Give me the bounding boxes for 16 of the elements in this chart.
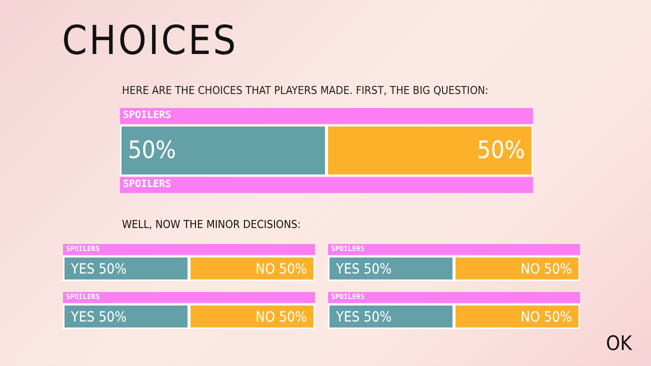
data-label: YES 50% bbox=[335, 261, 392, 278]
data-label: NO 50% bbox=[520, 309, 572, 326]
chart-title: CHOICES bbox=[62, 18, 238, 64]
data-label: NO 50% bbox=[256, 261, 308, 278]
data-label: 50% bbox=[477, 136, 525, 164]
data-label: NO 50% bbox=[256, 309, 308, 326]
text: OK bbox=[606, 330, 634, 356]
chart-subtitle: HERE ARE THE CHOICES THAT PLAYERS MADE. FIRST, THE BIG QUESTION: bbox=[122, 84, 488, 97]
chart-title: WELL, NOW THE MINOR DECISIONS: bbox=[122, 218, 301, 231]
data-label: YES 50% bbox=[70, 261, 127, 278]
text: SPOILERS bbox=[120, 177, 533, 193]
data-label: YES 50% bbox=[70, 309, 127, 326]
data-label: 50% bbox=[128, 136, 176, 164]
text: SPOILERS bbox=[120, 108, 533, 124]
data-label: YES 50% bbox=[335, 309, 392, 326]
data-label: NO 50% bbox=[520, 261, 572, 278]
